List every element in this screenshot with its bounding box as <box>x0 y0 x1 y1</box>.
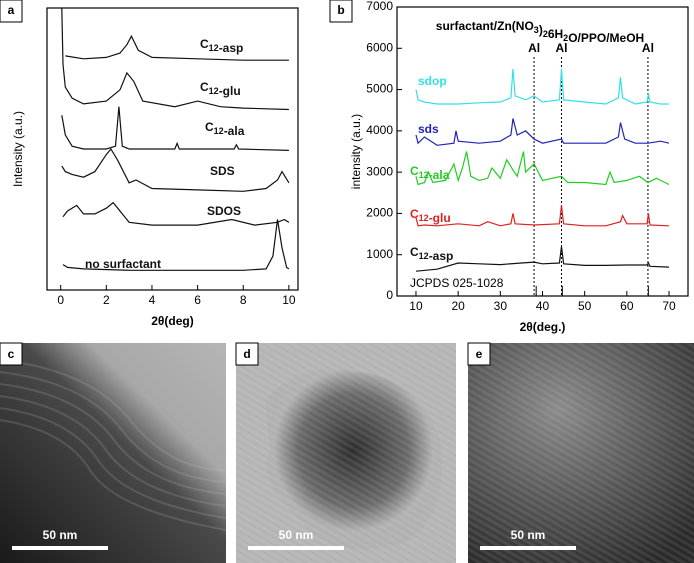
x-tick-label: 2 <box>103 293 110 307</box>
series-line <box>61 147 290 192</box>
scale-bar-label: 50 nm <box>279 528 314 542</box>
x-axis-label: 2θ(deg.) <box>520 320 566 334</box>
panel-label: e <box>476 347 483 361</box>
series-line <box>62 201 290 226</box>
series-name: no surfactant <box>85 257 161 271</box>
panel-label-box <box>0 342 23 366</box>
scale-bar-label: 50 nm <box>511 528 546 542</box>
annotation-label: Al <box>528 41 540 55</box>
y-tick-label: 7000 <box>366 0 393 13</box>
series-name: SDOS <box>207 204 241 218</box>
series-name: C12-ala <box>410 164 450 182</box>
x-tick-label: 6 <box>194 293 201 307</box>
x-tick-label: 70 <box>662 299 676 313</box>
image-d <box>236 343 456 563</box>
series-line <box>415 205 670 227</box>
series-line <box>65 34 289 61</box>
reference-label: JCPDS 025-1028 <box>410 276 504 290</box>
y-tick-label: 5000 <box>366 82 393 96</box>
panel-label-box <box>235 342 259 366</box>
scale-bar-label: 50 nm <box>43 528 78 542</box>
image-c <box>0 343 226 563</box>
panel-label-box <box>467 342 491 366</box>
series-name: C12-ala <box>205 120 245 138</box>
y-tick-label: 1000 <box>366 247 393 261</box>
y-tick-label: 2000 <box>366 206 393 220</box>
series-line <box>61 7 289 111</box>
x-tick-label: 0 <box>57 293 64 307</box>
series-name: C12-glu <box>200 80 241 98</box>
y-tick-label: 4000 <box>366 123 393 137</box>
panel-label: a <box>8 3 15 17</box>
panel-label: d <box>243 347 250 361</box>
series-name: C12-asp <box>200 37 243 55</box>
series-name: sdop <box>418 74 447 88</box>
x-tick-label: 20 <box>451 299 465 313</box>
x-axis-label: 2θ(deg) <box>151 314 194 328</box>
panel-label: c <box>8 347 15 361</box>
panel-label-box <box>329 0 353 23</box>
x-tick-label: 40 <box>536 299 550 313</box>
panel-label-box <box>0 0 23 23</box>
series-line <box>415 246 670 272</box>
series-name: sds <box>418 122 439 136</box>
series-line <box>415 68 669 105</box>
y-tick-label: 3000 <box>366 164 393 178</box>
x-tick-label: 8 <box>240 293 247 307</box>
y-tick-label: 0 <box>386 288 393 302</box>
x-tick-label: 10 <box>409 299 423 313</box>
x-tick-label: 30 <box>494 299 508 313</box>
x-tick-label: 10 <box>282 293 296 307</box>
y-tick-label: 6000 <box>366 40 393 54</box>
x-tick-label: 60 <box>620 299 634 313</box>
series-line <box>62 219 290 271</box>
annotation-label: Al <box>642 41 654 55</box>
panel-label: b <box>337 3 344 17</box>
series-line <box>415 118 670 146</box>
series-line <box>61 106 289 151</box>
y-axis-label: Intensity (a.u.) <box>11 111 25 187</box>
annotation-label: Al <box>555 41 567 55</box>
x-tick-label: 4 <box>149 293 156 307</box>
series-line <box>415 151 670 186</box>
image-e <box>468 343 694 563</box>
x-tick-label: 50 <box>578 299 592 313</box>
series-name: C12-asp <box>410 245 453 263</box>
y-axis-label: intensity (a.u.) <box>349 114 363 189</box>
series-name: SDS <box>210 164 235 178</box>
plot-frame <box>46 7 299 291</box>
series-name: C12-glu <box>410 207 451 225</box>
